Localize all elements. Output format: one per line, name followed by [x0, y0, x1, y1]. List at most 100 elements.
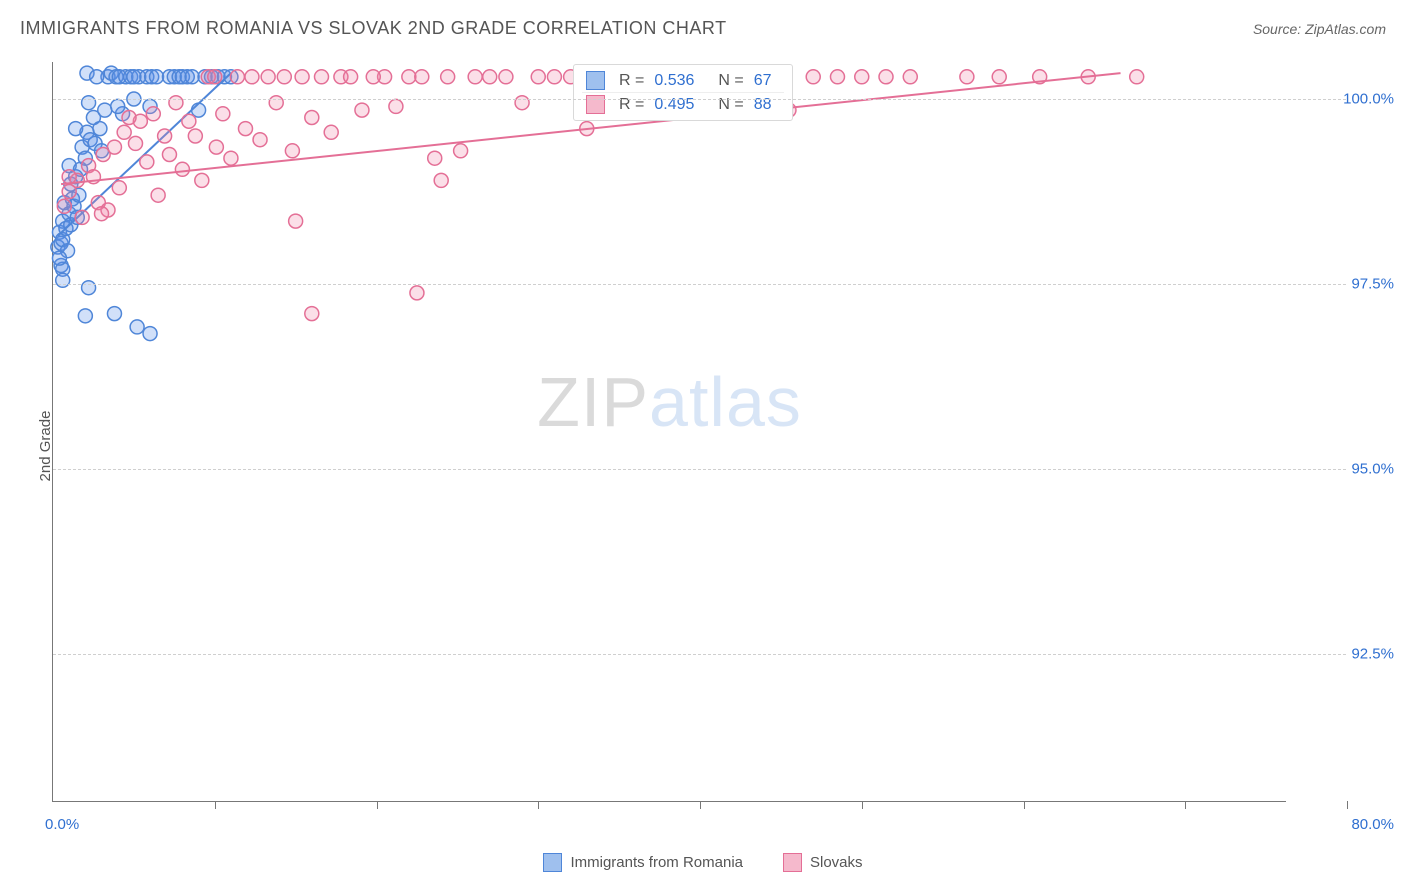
data-point	[855, 70, 869, 84]
data-point	[107, 307, 121, 321]
gridline	[53, 469, 1346, 470]
legend-swatch-romania	[543, 853, 562, 872]
data-point	[192, 103, 206, 117]
data-point	[261, 70, 275, 84]
data-point	[128, 136, 142, 150]
data-point	[366, 70, 380, 84]
data-point	[182, 114, 196, 128]
data-point	[289, 214, 303, 228]
data-point	[245, 70, 259, 84]
data-point	[52, 251, 66, 265]
data-point	[56, 273, 70, 287]
data-point	[208, 70, 222, 84]
x-tick	[1024, 801, 1025, 809]
data-point	[410, 286, 424, 300]
data-point	[238, 122, 252, 136]
x-tick	[862, 801, 863, 809]
x-tick	[538, 801, 539, 809]
data-point	[1130, 70, 1144, 84]
data-point	[188, 129, 202, 143]
data-point	[224, 151, 238, 165]
legend-item-slovaks: Slovaks	[783, 853, 863, 872]
chart-title: IMMIGRANTS FROM ROMANIA VS SLOVAK 2ND GR…	[20, 18, 727, 39]
y-tick-label: 92.5%	[1294, 646, 1394, 663]
data-point	[515, 96, 529, 110]
x-axis-max-label: 80.0%	[1294, 816, 1394, 833]
data-point	[107, 140, 121, 154]
n-label: N =	[718, 72, 743, 90]
plot-svg	[53, 62, 1347, 802]
data-point	[992, 70, 1006, 84]
data-point	[69, 122, 83, 136]
data-point	[547, 70, 561, 84]
data-point	[441, 70, 455, 84]
data-point	[324, 125, 338, 139]
data-point	[434, 173, 448, 187]
x-tick	[700, 801, 701, 809]
legend-label-romania: Immigrants from Romania	[570, 854, 743, 871]
data-point	[483, 70, 497, 84]
legend-swatch-slovaks	[783, 853, 802, 872]
data-point	[151, 188, 165, 202]
data-point	[454, 144, 468, 158]
data-point	[162, 148, 176, 162]
data-point	[169, 96, 183, 110]
scatter-plot-area: ZIPatlas R = 0.536 N = 67 R = 0.495 N = …	[52, 62, 1286, 802]
data-point	[428, 151, 442, 165]
y-tick-label: 100.0%	[1294, 91, 1394, 108]
data-point	[806, 70, 820, 84]
stats-row-romania: R = 0.536 N = 67	[582, 69, 784, 93]
data-point	[82, 281, 96, 295]
data-point	[112, 181, 126, 195]
x-axis-min-label: 0.0%	[45, 816, 79, 833]
data-point	[468, 70, 482, 84]
data-point	[269, 96, 283, 110]
r-label: R =	[619, 72, 644, 90]
gridline	[53, 284, 1346, 285]
data-point	[95, 207, 109, 221]
header-row: IMMIGRANTS FROM ROMANIA VS SLOVAK 2ND GR…	[20, 18, 1386, 39]
data-point	[78, 309, 92, 323]
y-tick-label: 97.5%	[1294, 276, 1394, 293]
data-point	[216, 107, 230, 121]
data-point	[127, 70, 141, 84]
r-value-romania: 0.536	[654, 72, 702, 90]
data-point	[185, 70, 199, 84]
data-point	[903, 70, 917, 84]
gridline	[53, 654, 1346, 655]
data-point	[143, 327, 157, 341]
y-tick-label: 95.0%	[1294, 461, 1394, 478]
swatch-romania	[586, 71, 605, 90]
data-point	[344, 70, 358, 84]
data-point	[175, 162, 189, 176]
swatch-slovaks	[586, 95, 605, 114]
data-point	[230, 70, 244, 84]
data-point	[130, 320, 144, 334]
data-point	[158, 129, 172, 143]
data-point	[146, 107, 160, 121]
data-point	[389, 99, 403, 113]
data-point	[960, 70, 974, 84]
data-point	[415, 70, 429, 84]
x-tick	[1185, 801, 1186, 809]
data-point	[98, 103, 112, 117]
data-point	[195, 173, 209, 187]
gridline	[53, 99, 1346, 100]
data-point	[82, 96, 96, 110]
data-point	[150, 70, 164, 84]
data-point	[295, 70, 309, 84]
data-point	[499, 70, 513, 84]
data-point	[355, 103, 369, 117]
x-tick	[1347, 801, 1348, 809]
data-point	[140, 155, 154, 169]
source-attribution: Source: ZipAtlas.com	[1253, 21, 1386, 37]
data-point	[93, 122, 107, 136]
data-point	[305, 111, 319, 125]
legend-item-romania: Immigrants from Romania	[543, 853, 743, 872]
data-point	[277, 70, 291, 84]
data-point	[57, 199, 71, 213]
x-tick	[215, 801, 216, 809]
data-point	[315, 70, 329, 84]
data-point	[531, 70, 545, 84]
n-value-romania: 67	[754, 72, 780, 90]
